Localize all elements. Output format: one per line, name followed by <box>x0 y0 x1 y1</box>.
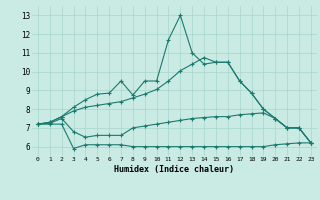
X-axis label: Humidex (Indice chaleur): Humidex (Indice chaleur) <box>115 165 234 174</box>
